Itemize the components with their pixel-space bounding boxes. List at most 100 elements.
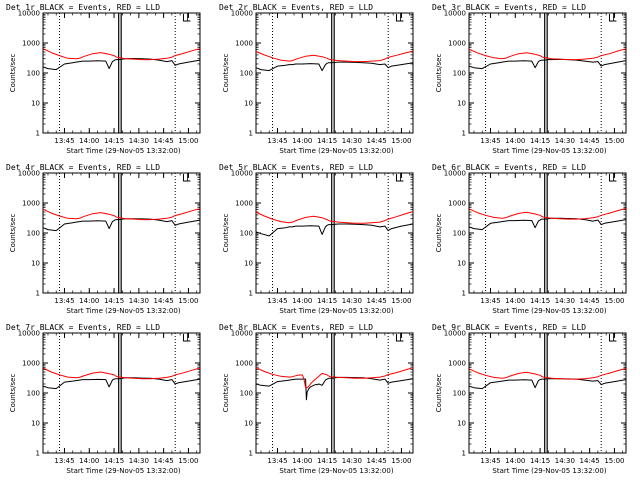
y-axis-label: Counts/sec [222,54,230,93]
y-tick-label: 100 [27,70,40,78]
y-tick-label: 10000 [231,330,253,338]
x-tick-label: 14:00 [292,457,312,465]
x-tick-label: 14:45 [580,457,600,465]
x-tick-label: 14:30 [342,137,362,145]
y-tick-label: 10000 [231,170,253,178]
panel-chart: Det 6r BLACK = Events, RED = LLD 1 10 100 10… [432,163,627,315]
y-axis-label: Counts/sec [222,214,230,253]
x-tick-label: 15:00 [604,457,624,465]
x-tick-label: 15:00 [178,137,198,145]
x-tick-label: 14:00 [79,297,99,305]
y-tick-label: 1 [249,450,253,458]
x-tick-label: 14:30 [342,457,362,465]
l-marker [608,334,617,342]
y-tick-label: 1000 [22,360,40,368]
y-axis-label: Counts/sec [9,54,17,93]
l-marker [395,334,404,342]
x-tick-label: 13:45 [54,297,74,305]
y-tick-label: 10000 [18,170,40,178]
lld-series-line [255,50,414,63]
events-series-line [42,218,201,232]
lld-series-line [42,367,201,380]
y-tick-label: 10 [31,100,40,108]
l-marker [395,14,404,22]
x-tick-label: 15:00 [178,457,198,465]
detector-panel-4: Det 4r BLACK = Events, RED = LLD 1 10 100 10… [0,160,213,320]
x-tick-label: 13:45 [267,297,287,305]
x-tick-label: 14:00 [292,297,312,305]
x-tick-label: 14:45 [367,457,387,465]
y-tick-label: 10 [31,260,40,268]
x-tick-label: 14:45 [154,297,174,305]
lld-series-line [42,208,201,221]
x-axis-label: Start Time (29-Nov-05 13:32:00) [66,147,180,155]
x-tick-label: 14:30 [129,297,149,305]
y-tick-label: 100 [240,390,253,398]
panel-title: Det 1r BLACK = Events, RED = LLD [6,3,160,12]
y-tick-label: 1 [249,290,253,298]
panel-chart: Det 7r BLACK = Events, RED = LLD 1 10 100 10… [6,323,201,475]
x-axis-label: Start Time (29-Nov-05 13:32:00) [66,467,180,475]
y-axis-label: Counts/sec [435,374,443,413]
y-tick-label: 10000 [444,10,466,18]
y-tick-label: 1000 [448,200,466,208]
lld-series-line [468,207,627,220]
x-tick-label: 14:15 [104,457,124,465]
x-tick-label: 14:45 [580,297,600,305]
y-tick-label: 100 [453,230,466,238]
panel-title: Det 4r BLACK = Events, RED = LLD [6,163,160,172]
lld-series-line [255,367,414,389]
x-tick-label: 14:30 [129,457,149,465]
events-series-line [255,376,414,401]
x-axis-label: Start Time (29-Nov-05 13:32:00) [492,147,606,155]
x-axis-label: Start Time (29-Nov-05 13:32:00) [279,147,393,155]
x-tick-label: 15:00 [178,297,198,305]
x-tick-label: 14:45 [154,457,174,465]
y-tick-label: 1000 [448,360,466,368]
y-tick-label: 1 [36,290,40,298]
detector-panel-3: Det 3r BLACK = Events, RED = LLD 1 10 100 10… [426,0,639,160]
panel-title: Det 6r BLACK = Events, RED = LLD [432,163,586,172]
lld-series-line [468,48,627,61]
y-axis-label: Counts/sec [222,374,230,413]
x-tick-label: 14:30 [555,137,575,145]
panel-chart: Det 4r BLACK = Events, RED = LLD 1 10 100 10… [6,163,201,315]
y-axis-label: Counts/sec [435,214,443,253]
y-tick-label: 1 [462,450,466,458]
x-tick-label: 14:45 [367,297,387,305]
panel-title: Det 3r BLACK = Events, RED = LLD [432,3,586,12]
x-tick-label: 13:45 [267,457,287,465]
lld-series-line [255,211,414,224]
y-tick-label: 1000 [22,200,40,208]
l-marker [395,174,404,182]
x-tick-label: 14:15 [317,137,337,145]
l-marker [182,14,191,22]
x-tick-label: 15:00 [391,297,411,305]
x-axis-label: Start Time (29-Nov-05 13:32:00) [492,467,606,475]
x-tick-label: 14:00 [292,137,312,145]
x-tick-label: 14:15 [317,457,337,465]
y-tick-label: 1000 [448,40,466,48]
y-tick-label: 100 [453,70,466,78]
x-tick-label: 14:00 [505,137,525,145]
y-tick-label: 1000 [235,200,253,208]
x-tick-label: 14:30 [555,457,575,465]
y-tick-label: 100 [240,230,253,238]
y-tick-label: 10 [457,420,466,428]
detector-panel-2: Det 2r BLACK = Events, RED = LLD 1 10 100 10… [213,0,426,160]
y-tick-label: 10 [457,100,466,108]
x-tick-label: 14:45 [367,137,387,145]
y-tick-label: 10 [244,420,253,428]
panel-chart: Det 9r BLACK = Events, RED = LLD 1 10 100 10… [432,323,627,475]
events-series-line [255,223,414,237]
y-tick-label: 100 [453,390,466,398]
y-tick-label: 10 [244,100,253,108]
x-tick-label: 14:45 [580,137,600,145]
detector-panel-9: Det 9r BLACK = Events, RED = LLD 1 10 100 10… [426,320,639,480]
x-tick-label: 14:30 [555,297,575,305]
x-tick-label: 14:15 [530,457,550,465]
x-axis-label: Start Time (29-Nov-05 13:32:00) [279,467,393,475]
y-tick-label: 100 [240,70,253,78]
x-tick-label: 14:00 [505,297,525,305]
x-tick-label: 15:00 [391,137,411,145]
